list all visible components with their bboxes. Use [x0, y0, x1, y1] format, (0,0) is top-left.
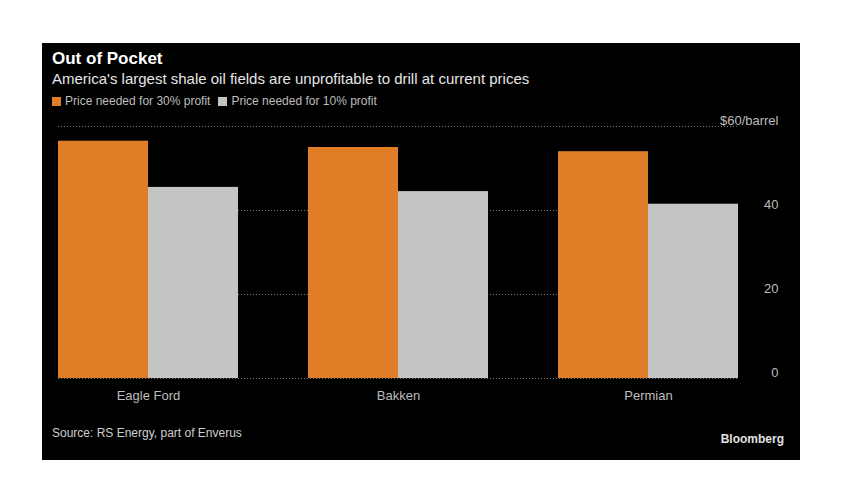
svg-text:Permian: Permian — [624, 388, 672, 403]
html-text:Bloomberg: Bloomberg — [720, 432, 784, 446]
html-text:Source: RS Energy, part of Env: Source: RS Energy, part of Enverus — [52, 426, 242, 440]
html-text:Out of Pocket: Out of Pocket — [52, 49, 163, 68]
svg-text:20: 20 — [764, 281, 778, 296]
svg-text:0: 0 — [771, 365, 778, 380]
html-text:America's largest shale oil fi: America's largest shale oil fields are u… — [52, 70, 530, 87]
svg-text:Eagle Ford: Eagle Ford — [117, 388, 181, 403]
html-text:Price needed for 10% profit: Price needed for 10% profit — [231, 94, 377, 108]
svg-text:40: 40 — [764, 197, 778, 212]
svg-text:$60/barrel: $60/barrel — [720, 113, 779, 128]
svg-text:Bakken: Bakken — [377, 388, 420, 403]
html-text:Price needed for 30% profit: Price needed for 30% profit — [65, 94, 211, 108]
